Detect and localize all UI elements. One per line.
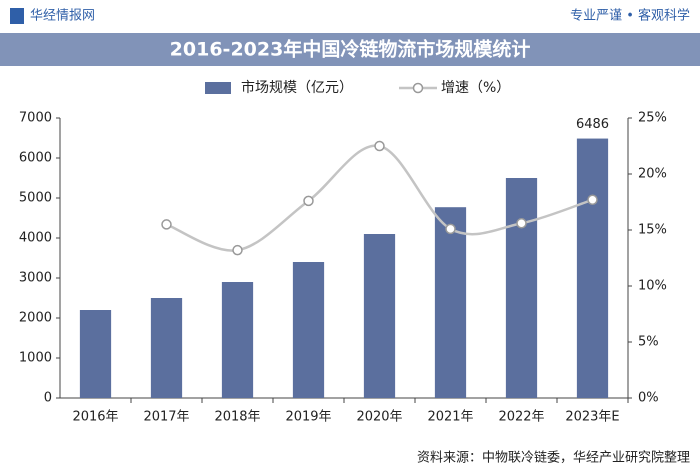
bar	[79, 310, 112, 398]
legend-label: 市场规模（亿元）	[241, 79, 353, 96]
bar	[576, 138, 609, 398]
y-tick-label: 5000	[19, 191, 52, 206]
legend-label: 增速（%）	[441, 80, 510, 96]
y2-tick-label: 25%	[638, 111, 667, 126]
bar	[221, 282, 254, 398]
x-tick-label: 2023年E	[565, 410, 619, 425]
data-label: 6486	[576, 117, 609, 132]
brand: 华经情报网	[30, 9, 95, 24]
y-tick-label: 4000	[19, 231, 52, 246]
x-tick-label: 2016年	[72, 410, 118, 425]
bar	[505, 178, 538, 398]
bar	[363, 234, 396, 398]
logo-icon	[10, 8, 24, 24]
slogan: 专业严谨 • 客观科学	[570, 8, 690, 24]
line-marker	[161, 219, 172, 230]
x-tick-label: 2018年	[214, 410, 260, 425]
chart-title: 2016-2023年中国冷链物流市场规模统计	[170, 38, 531, 61]
y2-tick-label: 20%	[638, 167, 667, 182]
y-tick-label: 7000	[19, 111, 52, 126]
line-marker	[516, 218, 527, 229]
y2-tick-label: 10%	[638, 279, 667, 294]
y-tick-label: 2000	[19, 311, 52, 326]
y-tick-label: 3000	[19, 271, 52, 286]
x-tick-label: 2019年	[285, 410, 331, 425]
line-marker	[587, 194, 598, 206]
y-tick-label: 0	[44, 391, 52, 406]
bar	[434, 207, 467, 398]
x-tick-label: 2017年	[143, 410, 189, 425]
source: 资料来源：中物联冷链委，华经产业研究院整理	[417, 451, 690, 466]
title-band	[0, 33, 700, 66]
y2-tick-label: 5%	[638, 335, 659, 350]
y2-tick-label: 15%	[638, 223, 667, 238]
legend-swatch	[205, 82, 231, 94]
line-marker	[303, 195, 314, 207]
y-tick-label: 1000	[19, 351, 52, 366]
bar	[292, 262, 325, 398]
line-marker	[232, 244, 243, 256]
y2-tick-label: 0%	[638, 391, 659, 406]
x-tick-label: 2022年	[498, 410, 544, 425]
legend-marker	[412, 82, 424, 94]
bar	[150, 298, 183, 398]
x-tick-label: 2020年	[356, 410, 402, 425]
x-tick-label: 2021年	[427, 410, 473, 425]
line-marker	[445, 223, 456, 235]
line-marker	[374, 140, 385, 152]
y-tick-label: 6000	[19, 151, 52, 166]
